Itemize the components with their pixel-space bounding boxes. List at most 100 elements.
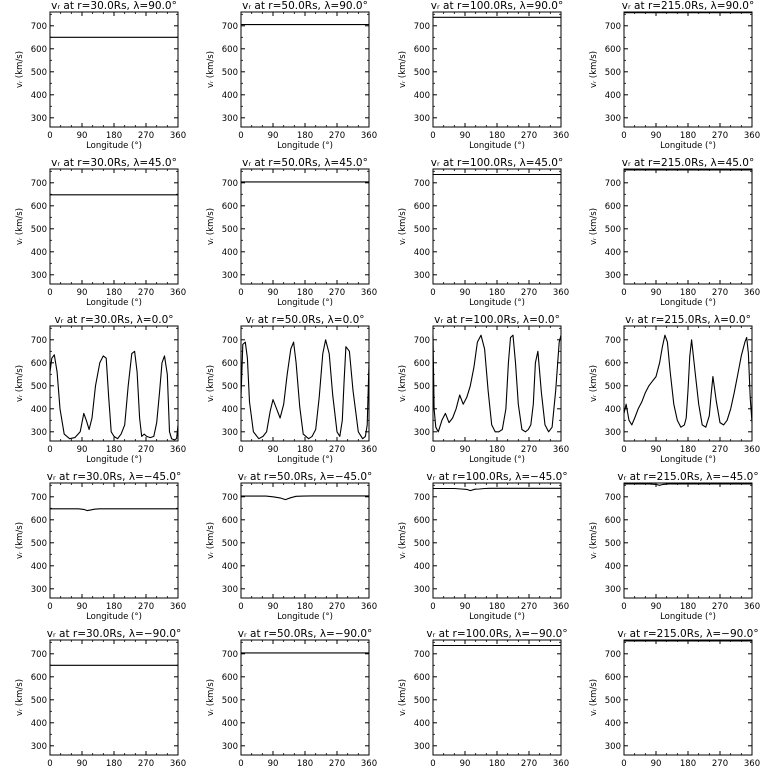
x-tick-label: 0 (238, 131, 243, 141)
y-tick-label: 300 (31, 271, 47, 281)
x-tick-label: 180 (106, 602, 122, 612)
y-tick-label: 300 (31, 585, 47, 595)
y-tick-label: 600 (222, 202, 238, 212)
plot-frame (240, 639, 370, 756)
x-tick-label: 360 (170, 602, 186, 612)
x-tick-label: 360 (553, 131, 569, 141)
y-tick-label: 400 (222, 405, 238, 415)
panel-4: vᵣ at r=215.0Rs, λ=90.0° 300 400 500 600 700 0… (589, 0, 760, 151)
panel-title: vᵣ at r=30.0Rs, λ=0.0° (54, 314, 173, 326)
series-line (623, 334, 753, 428)
panel-15: vᵣ at r=100.0Rs, λ=−45.0° 300 400 500 600 700… (398, 471, 569, 622)
panel-1: vᵣ at r=30.0Rs, λ=90.0° 300 400 500 600 700 0 9… (15, 0, 186, 151)
y-axis-label: vᵣ (km/s) (398, 679, 408, 716)
x-axis-label: Longitude (°) (277, 141, 333, 151)
x-tick-label: 90 (268, 288, 279, 298)
panel-title: vᵣ at r=215.0Rs, λ=45.0° (622, 157, 754, 169)
y-axis-label: vᵣ (km/s) (589, 679, 599, 716)
x-tick-label: 360 (744, 759, 760, 768)
y-tick-label: 300 (31, 742, 47, 752)
x-tick-label: 360 (553, 759, 569, 768)
y-tick-label: 400 (222, 248, 238, 258)
x-tick-label: 270 (138, 759, 154, 768)
y-tick-label: 300 (222, 585, 238, 595)
x-tick-label: 270 (712, 602, 728, 612)
y-axis-label: vᵣ (km/s) (589, 522, 599, 559)
panel-title: vᵣ at r=215.0Rs, λ=90.0° (622, 0, 754, 12)
x-tick-label: 0 (430, 288, 435, 298)
panel-title: vᵣ at r=215.0Rs, λ=−90.0° (617, 628, 758, 640)
panel-3: vᵣ at r=100.0Rs, λ=90.0° 300 400 500 600 700 0… (398, 0, 569, 151)
x-tick-label: 270 (329, 131, 345, 141)
x-tick-label: 270 (712, 131, 728, 141)
x-tick-label: 270 (138, 131, 154, 141)
y-tick-label: 600 (31, 202, 47, 212)
y-tick-label: 700 (31, 336, 47, 346)
x-tick-label: 0 (47, 445, 52, 455)
y-tick-label: 400 (605, 91, 621, 101)
x-tick-label: 360 (361, 131, 377, 141)
x-tick-label: 90 (651, 131, 662, 141)
plot-frame (240, 325, 370, 442)
panel-title: vᵣ at r=100.0Rs, λ=0.0° (434, 314, 560, 326)
series-line (432, 334, 562, 433)
y-tick-label: 500 (31, 68, 47, 78)
y-tick-label: 600 (414, 202, 430, 212)
y-tick-label: 700 (31, 493, 47, 503)
y-tick-label: 500 (605, 225, 621, 235)
y-tick-label: 500 (222, 539, 238, 549)
x-axis-label: Longitude (°) (469, 455, 525, 465)
plot-frame (623, 482, 753, 599)
y-tick-label: 600 (31, 45, 47, 55)
y-tick-label: 300 (605, 585, 621, 595)
y-tick-label: 300 (605, 114, 621, 124)
plot-frame (49, 11, 179, 128)
panel-12: vᵣ at r=215.0Rs, λ=0.0° 300 400 500 600 700 0 9… (589, 314, 760, 465)
x-tick-label: 90 (460, 131, 471, 141)
plot-frame (432, 168, 562, 285)
y-axis-label: vᵣ (km/s) (206, 51, 216, 88)
x-axis-label: Longitude (°) (660, 612, 716, 622)
y-tick-label: 400 (31, 248, 47, 258)
y-tick-label: 600 (222, 359, 238, 369)
x-tick-label: 0 (430, 131, 435, 141)
panel-9: vᵣ at r=30.0Rs, λ=0.0° 300 400 500 600 700 0 90… (15, 314, 186, 465)
y-axis-label: vᵣ (km/s) (589, 365, 599, 402)
y-tick-label: 500 (605, 382, 621, 392)
x-tick-label: 180 (680, 445, 696, 455)
plot-frame (49, 168, 179, 285)
x-tick-label: 90 (77, 759, 88, 768)
y-tick-label: 500 (31, 539, 47, 549)
x-tick-label: 0 (621, 759, 626, 768)
y-axis-label: vᵣ (km/s) (15, 208, 25, 245)
x-tick-label: 90 (651, 288, 662, 298)
y-tick-label: 600 (222, 673, 238, 683)
x-tick-label: 360 (170, 445, 186, 455)
x-tick-label: 360 (553, 602, 569, 612)
x-axis-label: Longitude (°) (469, 298, 525, 308)
y-tick-label: 400 (31, 405, 47, 415)
x-axis-label: Longitude (°) (86, 612, 142, 622)
x-axis-label: Longitude (°) (277, 612, 333, 622)
x-tick-label: 270 (521, 759, 537, 768)
x-tick-label: 360 (744, 288, 760, 298)
panel-title: vᵣ at r=30.0Rs, λ=−45.0° (47, 471, 182, 483)
x-tick-label: 180 (489, 759, 505, 768)
x-tick-label: 270 (138, 602, 154, 612)
y-axis-label: vᵣ (km/s) (398, 51, 408, 88)
panel-title: vᵣ at r=30.0Rs, λ=90.0° (51, 0, 177, 12)
x-tick-label: 180 (297, 131, 313, 141)
y-tick-label: 500 (31, 382, 47, 392)
y-tick-label: 600 (605, 359, 621, 369)
y-tick-label: 300 (222, 742, 238, 752)
y-tick-label: 700 (605, 650, 621, 660)
y-tick-label: 500 (222, 68, 238, 78)
y-axis-label: vᵣ (km/s) (589, 51, 599, 88)
plot-frame (623, 639, 753, 756)
y-tick-label: 500 (222, 696, 238, 706)
x-tick-label: 0 (238, 602, 243, 612)
series-line (241, 495, 369, 501)
panel-11: vᵣ at r=100.0Rs, λ=0.0° 300 400 500 600 700 0 9… (398, 314, 569, 465)
x-tick-label: 0 (238, 759, 243, 768)
y-tick-label: 300 (414, 114, 430, 124)
